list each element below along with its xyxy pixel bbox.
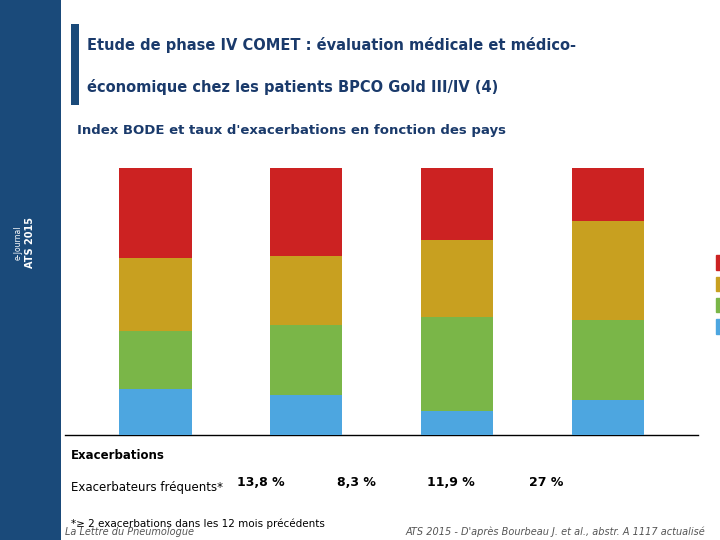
Bar (420, 411, 493, 435)
Text: ATS 2015 - D'après Bourbeau J. et al., abstr. A 1117 actualisé: ATS 2015 - D'après Bourbeau J. et al., a… (406, 527, 706, 537)
Bar (270, 167, 343, 256)
Bar (572, 221, 644, 320)
Bar (270, 325, 343, 395)
Text: Index BODE et taux d'exacerbations en fonction des pays: Index BODE et taux d'exacerbations en fo… (78, 124, 506, 137)
Text: économique chez les patients BPCO Gold III/IV (4): économique chez les patients BPCO Gold I… (87, 79, 498, 95)
Bar (270, 256, 343, 325)
Text: 27 %: 27 % (529, 476, 564, 489)
Text: 8,3 %: 8,3 % (337, 476, 376, 489)
Text: 13,8 %: 13,8 % (238, 476, 285, 489)
Text: Exacerbations: Exacerbations (71, 449, 165, 462)
Text: Exacerbateurs fréquents*: Exacerbateurs fréquents* (71, 481, 223, 494)
Bar (420, 167, 493, 240)
Legend: 7-10, 5-6, 3-4, 0-2: 7-10, 5-6, 3-4, 0-2 (711, 251, 720, 339)
Bar (420, 318, 493, 411)
Text: La Lettre du Pneumologue: La Lettre du Pneumologue (65, 527, 194, 537)
Bar (420, 240, 493, 318)
Text: *≥ 2 exacerbations dans les 12 mois précédents: *≥ 2 exacerbations dans les 12 mois préc… (71, 518, 325, 529)
Text: e-Journal: e-Journal (14, 226, 22, 260)
Bar (119, 330, 192, 389)
FancyBboxPatch shape (71, 24, 78, 105)
Bar (119, 389, 192, 435)
Bar (119, 259, 192, 330)
Text: Etude de phase IV COMET : évaluation médicale et médico-: Etude de phase IV COMET : évaluation méd… (87, 37, 576, 53)
Y-axis label: Index B.O.D.E
(% de patients): Index B.O.D.E (% de patients) (9, 252, 30, 338)
Bar (572, 320, 644, 400)
Text: ATS 2015: ATS 2015 (25, 218, 35, 268)
Text: 11,9 %: 11,9 % (428, 476, 475, 489)
Bar (572, 400, 644, 435)
Bar (572, 167, 644, 221)
Bar (270, 395, 343, 435)
Bar (119, 167, 192, 259)
